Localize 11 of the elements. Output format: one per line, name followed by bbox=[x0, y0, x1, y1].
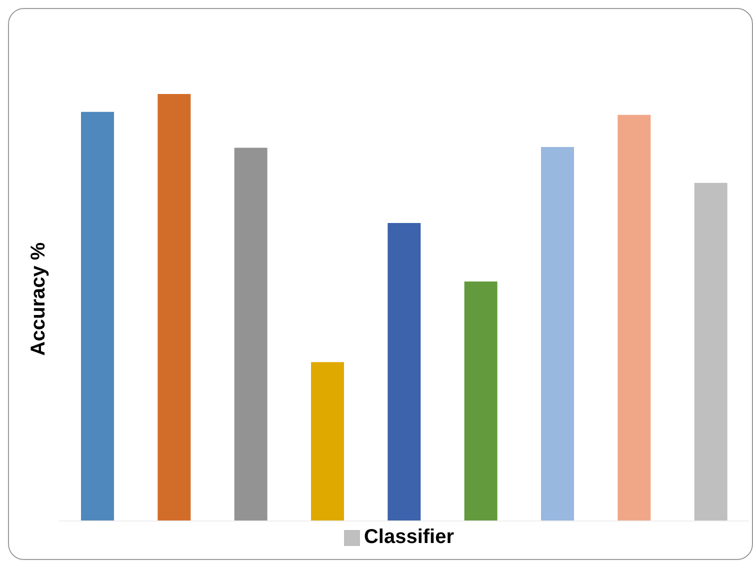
bar bbox=[694, 182, 728, 521]
bar bbox=[81, 112, 114, 521]
bar bbox=[311, 362, 344, 521]
y-axis-title: Accuracy % bbox=[28, 242, 50, 356]
legend-label: Classifier bbox=[364, 526, 454, 548]
bar bbox=[618, 114, 651, 521]
bar bbox=[464, 281, 498, 521]
bar bbox=[234, 148, 268, 521]
bar bbox=[158, 94, 191, 521]
bar bbox=[541, 146, 574, 521]
bar bbox=[388, 222, 421, 521]
